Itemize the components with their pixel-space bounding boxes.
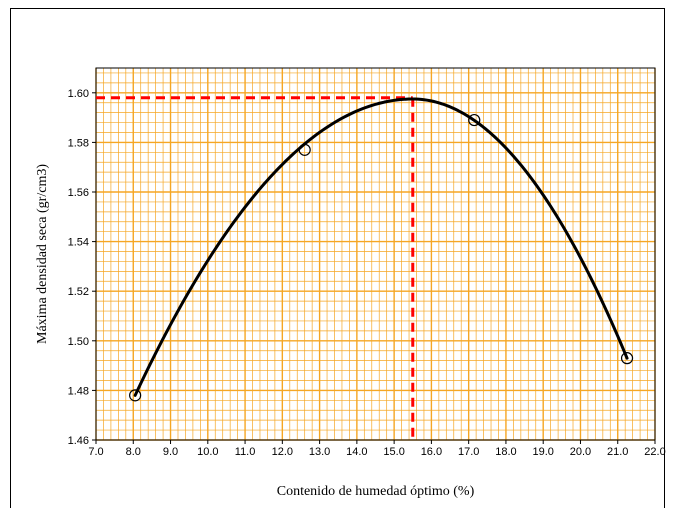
y-tick-label: 1.46 [68, 435, 89, 447]
data-point-marker [298, 143, 311, 156]
x-tick-label: 19.0 [532, 446, 553, 458]
y-tick-label: 1.50 [68, 336, 89, 348]
y-axis-ticks: 1.46 1.48 1.50 1.52 1.54 1.56 1.58 1.60 [68, 88, 96, 447]
y-tick-label: 1.54 [68, 237, 89, 249]
data-point-marker [468, 113, 481, 127]
x-tick-label: 12.0 [272, 446, 293, 458]
y-tick-label: 1.48 [68, 385, 89, 397]
minor-gridlines [96, 68, 655, 440]
x-tick-label: 15.0 [383, 446, 404, 458]
x-tick-label: 10.0 [197, 446, 218, 458]
x-tick-label: 20.0 [570, 446, 591, 458]
x-tick-label: 18.0 [495, 446, 516, 458]
x-tick-label: 7.0 [88, 446, 103, 458]
x-axis-ticks: 7.0 8.0 9.0 10.0 11.0 12.0 13.0 14.0 15.0 16.0 17.… [88, 440, 666, 458]
x-tick-label: 22.0 [644, 446, 665, 458]
x-tick-label: 11.0 [235, 446, 256, 458]
x-tick-label: 21.0 [607, 446, 628, 458]
data-point-marker [620, 352, 634, 365]
y-tick-label: 1.52 [68, 286, 89, 298]
y-tick-label: 1.58 [68, 137, 89, 149]
data-points [129, 113, 634, 402]
chart-frame [10, 8, 665, 508]
y-tick-label: 1.60 [68, 88, 89, 100]
x-tick-label: 8.0 [126, 446, 141, 458]
x-tick-label: 17.0 [458, 446, 479, 458]
x-tick-label: 13.0 [309, 446, 330, 458]
plot-border [95, 67, 656, 441]
x-tick-label: 9.0 [163, 446, 178, 458]
y-axis-label: Máxima densidad seca (gr/cm3) [35, 164, 50, 344]
optimum-reference-lines [96, 96, 415, 440]
plot-background [96, 68, 655, 440]
x-axis-label: Contenido de humedad óptimo (%) [277, 484, 475, 499]
x-tick-label: 16.0 [421, 446, 442, 458]
y-tick-label: 1.56 [68, 187, 89, 199]
fit-curve [133, 97, 629, 397]
x-tick-label: 14.0 [346, 446, 367, 458]
data-point-marker [129, 389, 142, 402]
